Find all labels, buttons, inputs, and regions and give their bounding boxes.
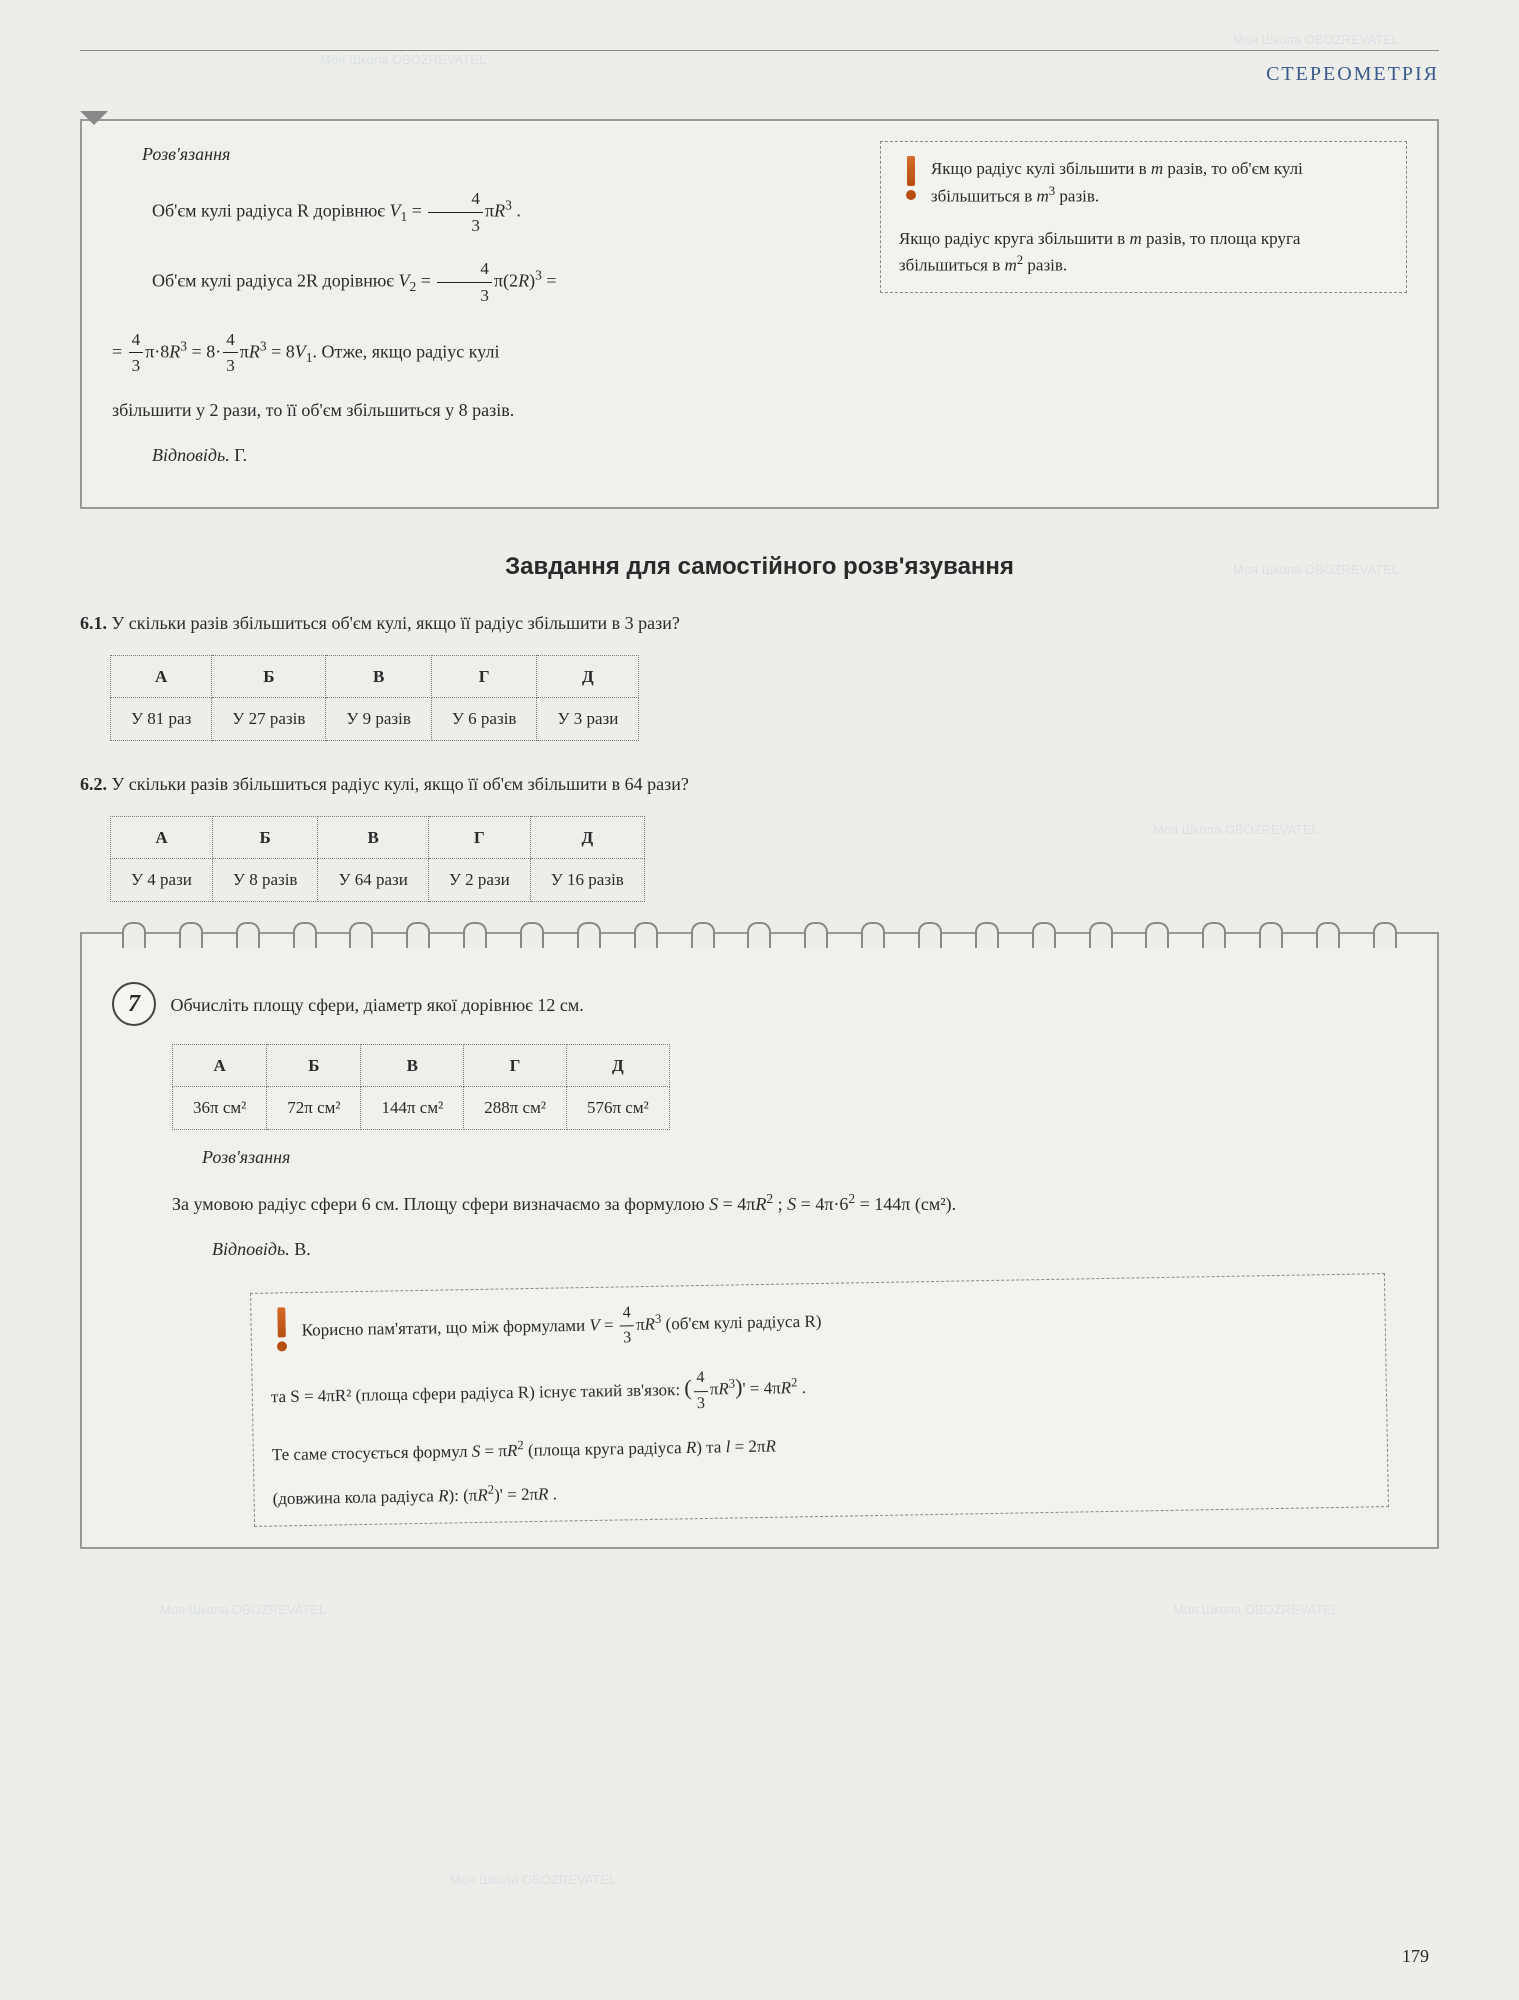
task-text: 6.2. У скільки разів збільшиться радіус … <box>80 771 1439 798</box>
cell: У 2 рази <box>428 859 530 902</box>
col-b: Б <box>212 816 318 859</box>
answer-table-7: А Б В Г Д 36π см² 72π см² 144π см² 288π … <box>172 1044 670 1130</box>
col-a: А <box>111 816 213 859</box>
page-number: 179 <box>1402 1943 1429 1970</box>
cell: 288π см² <box>464 1087 567 1130</box>
watermark: Моя Школа OBOZREVATEL <box>1233 30 1399 50</box>
cell: У 27 разів <box>212 698 326 741</box>
watermark: Моя Школа OBOZREVATEL <box>160 1600 326 1620</box>
solution-conclusion: збільшити у 2 рази, то її об'єм збільшит… <box>112 397 850 424</box>
col-a: А <box>111 655 212 698</box>
cell: 576π см² <box>566 1087 669 1130</box>
answer-table-6-1: А Б В Г Д У 81 раз У 27 разів У 9 разів … <box>110 655 639 741</box>
table-row: У 81 раз У 27 разів У 9 разів У 6 разів … <box>111 698 639 741</box>
col-g: Г <box>428 816 530 859</box>
formula-line-3: = 43π·8R3 = 8·43πR3 = 8V1. Отже, якщо ра… <box>112 327 850 379</box>
note-p1: Якщо радіус кулі збільшити в m разів, то… <box>899 156 1388 209</box>
note-line-2: та S = 4πR² (площа сфери радіуса R) існу… <box>270 1355 1368 1424</box>
solution-text-7: За умовою радіус сфери 6 см. Площу сфери… <box>172 1189 1407 1218</box>
note-p2: Якщо радіус круга збільшити в m разів, т… <box>899 226 1388 279</box>
col-v: В <box>318 816 428 859</box>
solution-box-6: Розв'язання Об'єм кулі радіуса R дорівню… <box>80 119 1439 509</box>
section-title: Завдання для самостійного розв'язування <box>80 549 1439 585</box>
cell: У 64 рази <box>318 859 428 902</box>
solution-label: Розв'язання <box>112 141 850 168</box>
task-7-text: 7 Обчисліть площу сфери, діаметр якої до… <box>112 982 1407 1026</box>
exclamation-icon <box>899 156 923 206</box>
task-6-2: 6.2. У скільки разів збільшиться радіус … <box>80 771 1439 902</box>
col-b: Б <box>212 655 326 698</box>
table-row: У 4 рази У 8 разів У 64 рази У 2 рази У … <box>111 859 645 902</box>
watermark: Моя Школа OBOZREVATEL <box>1173 1600 1339 1620</box>
col-g: Г <box>464 1044 567 1087</box>
table-row: А Б В Г Д <box>111 816 645 859</box>
answer-7: Відповідь. В. <box>172 1236 1407 1263</box>
note-line-4: (довжина кола радіуса R): (πR2)' = 2πR . <box>272 1465 1369 1511</box>
solution-answer: Відповідь. Г. <box>112 442 850 469</box>
table-row: А Б В Г Д <box>173 1044 670 1087</box>
watermark: Моя Школа OBOZREVATEL <box>450 1870 616 1890</box>
cell: 36π см² <box>173 1087 267 1130</box>
solution-text: Розв'язання Об'єм кулі радіуса R дорівню… <box>112 141 850 487</box>
task-text: 6.1. У скільки разів збільшиться об'єм к… <box>80 610 1439 637</box>
cell: У 9 разів <box>326 698 432 741</box>
cell: У 6 разів <box>431 698 537 741</box>
exclamation-icon <box>269 1307 294 1357</box>
cell: 144π см² <box>361 1087 464 1130</box>
chapter-title: СТЕРЕОМЕТРІЯ <box>80 59 1439 89</box>
col-a: А <box>173 1044 267 1087</box>
col-v: В <box>361 1044 464 1087</box>
page: Моя Школа OBOZREVATEL Моя Школа OBOZREVA… <box>0 0 1519 2000</box>
cell: У 3 рази <box>537 698 639 741</box>
col-g: Г <box>431 655 537 698</box>
formula-line-2: Об'єм кулі радіуса 2R дорівнює V2 = 43π(… <box>112 256 850 308</box>
col-b: Б <box>267 1044 361 1087</box>
note-box-scaling: Якщо радіус кулі збільшити в m разів, то… <box>880 141 1407 293</box>
col-d: Д <box>530 816 644 859</box>
task-number-circle: 7 <box>112 982 156 1026</box>
cell: У 8 разів <box>212 859 318 902</box>
cell: У 81 раз <box>111 698 212 741</box>
task-7-box: 7 Обчисліть площу сфери, діаметр якої до… <box>80 932 1439 1549</box>
answer-table-6-2: А Б В Г Д У 4 рази У 8 разів У 64 рази У… <box>110 816 645 902</box>
col-d: Д <box>566 1044 669 1087</box>
note-box-derivative: Корисно пам'ятати, що між формулами V = … <box>250 1273 1389 1527</box>
note-line-3: Те саме стосується формул S = πR2 (площа… <box>272 1421 1369 1467</box>
table-row: 36π см² 72π см² 144π см² 288π см² 576π с… <box>173 1087 670 1130</box>
note-line-1: Корисно пам'ятати, що між формулами V = … <box>269 1288 1367 1357</box>
cell: У 16 разів <box>530 859 644 902</box>
col-v: В <box>326 655 432 698</box>
cell: У 4 рази <box>111 859 213 902</box>
col-d: Д <box>537 655 639 698</box>
task-6-1: 6.1. У скільки разів збільшиться об'єм к… <box>80 610 1439 741</box>
solution-label: Розв'язання <box>172 1144 1407 1171</box>
cell: 72π см² <box>267 1087 361 1130</box>
table-row: А Б В Г Д <box>111 655 639 698</box>
spiral-rings <box>122 922 1397 948</box>
header-rule <box>80 50 1439 51</box>
formula-line-1: Об'єм кулі радіуса R дорівнює V1 = 43πR3… <box>112 186 850 238</box>
